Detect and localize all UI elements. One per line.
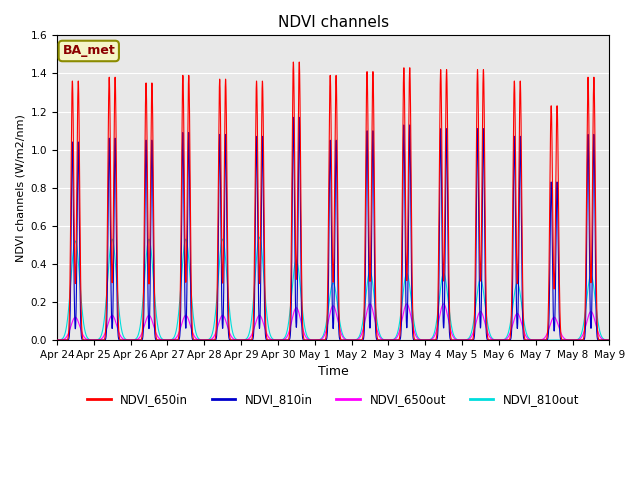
Y-axis label: NDVI channels (W/m2/nm): NDVI channels (W/m2/nm) bbox=[15, 114, 25, 262]
Line: NDVI_810in: NDVI_810in bbox=[57, 117, 609, 340]
NDVI_650in bbox=[260, 167, 268, 172]
NDVI_810in bbox=[488, 337, 496, 343]
NDVI_810in bbox=[53, 337, 61, 343]
NDVI_810in bbox=[604, 337, 611, 343]
NDVI_650in bbox=[289, 59, 297, 65]
NDVI_810out bbox=[165, 337, 173, 343]
NDVI_810out bbox=[604, 337, 611, 343]
NDVI_810in bbox=[260, 233, 268, 239]
NDVI_650out bbox=[260, 322, 268, 327]
NDVI_810out bbox=[550, 337, 558, 343]
NDVI_650in bbox=[604, 337, 611, 343]
NDVI_650out bbox=[605, 337, 613, 343]
Legend: NDVI_650in, NDVI_810in, NDVI_650out, NDVI_810out: NDVI_650in, NDVI_810in, NDVI_650out, NDV… bbox=[83, 388, 584, 410]
NDVI_650in bbox=[410, 328, 417, 334]
NDVI_650in bbox=[488, 337, 496, 343]
NDVI_810out bbox=[255, 234, 263, 240]
NDVI_810in bbox=[165, 337, 173, 343]
NDVI_650out bbox=[410, 325, 417, 331]
NDVI_650in bbox=[605, 337, 613, 343]
NDVI_650out bbox=[172, 336, 179, 342]
Line: NDVI_650out: NDVI_650out bbox=[57, 304, 609, 340]
NDVI_810in bbox=[289, 114, 297, 120]
NDVI_810out bbox=[53, 337, 61, 343]
NDVI_810in bbox=[410, 336, 417, 342]
NDVI_810out bbox=[410, 315, 417, 321]
NDVI_810out bbox=[260, 273, 268, 279]
NDVI_810in bbox=[172, 337, 179, 343]
NDVI_650in bbox=[172, 337, 179, 343]
NDVI_810out bbox=[605, 337, 613, 343]
NDVI_810out bbox=[488, 335, 496, 341]
NDVI_810out bbox=[172, 332, 179, 338]
NDVI_650out bbox=[604, 337, 611, 343]
NDVI_650out bbox=[53, 337, 61, 343]
NDVI_650in bbox=[53, 337, 61, 343]
NDVI_650out bbox=[440, 301, 447, 307]
NDVI_650in bbox=[165, 337, 173, 343]
Text: BA_met: BA_met bbox=[63, 45, 115, 58]
NDVI_650out bbox=[165, 337, 173, 343]
Line: NDVI_650in: NDVI_650in bbox=[57, 62, 609, 340]
NDVI_650out bbox=[488, 336, 496, 342]
X-axis label: Time: Time bbox=[318, 365, 349, 378]
NDVI_810in bbox=[605, 337, 613, 343]
Line: NDVI_810out: NDVI_810out bbox=[57, 237, 609, 340]
Title: NDVI channels: NDVI channels bbox=[278, 15, 388, 30]
